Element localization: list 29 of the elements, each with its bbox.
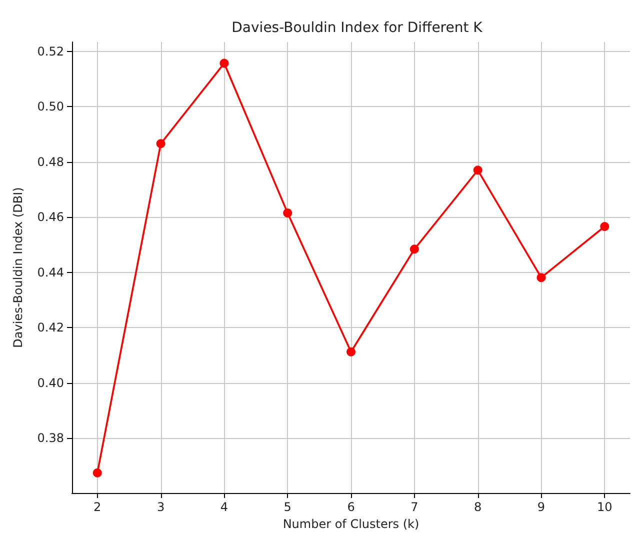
point (346, 347, 356, 356)
x-tick-label: 9 (537, 500, 546, 514)
point (473, 166, 482, 175)
point (283, 208, 292, 218)
y-tick-label: 0.40 (37, 376, 64, 390)
x-tick-label: 5 (284, 500, 292, 514)
x-tick-label: 2 (94, 500, 102, 514)
chart-title: Davies-Bouldin Index for Different K (232, 20, 484, 36)
y-tick-label: 0.48 (37, 154, 64, 169)
x-tick-label: 3 (156, 500, 165, 514)
y-tick-label: 0.38 (37, 431, 64, 446)
x-tick-label: 8 (474, 500, 482, 514)
y-tick-label: 0.46 (37, 210, 64, 224)
y-axis-title: Davies-Bouldin Index (DBI) (11, 187, 25, 348)
y-tick-label: 0.52 (37, 44, 64, 58)
x-tick-label: 10 (596, 500, 612, 514)
y-tick-label: 0.50 (37, 100, 64, 114)
x-tick-label: 7 (410, 500, 418, 514)
point (536, 273, 546, 282)
x-tick-label: 6 (347, 500, 355, 514)
point (600, 222, 610, 231)
point (92, 468, 102, 478)
y-tick-label: 0.42 (37, 320, 64, 335)
point (220, 58, 229, 68)
x-axis-title: Number of Clusters (k) (282, 516, 420, 531)
y-tick-label: 0.44 (37, 265, 64, 280)
point (156, 139, 166, 148)
point (410, 244, 419, 254)
x-tick-label: 4 (220, 500, 228, 514)
